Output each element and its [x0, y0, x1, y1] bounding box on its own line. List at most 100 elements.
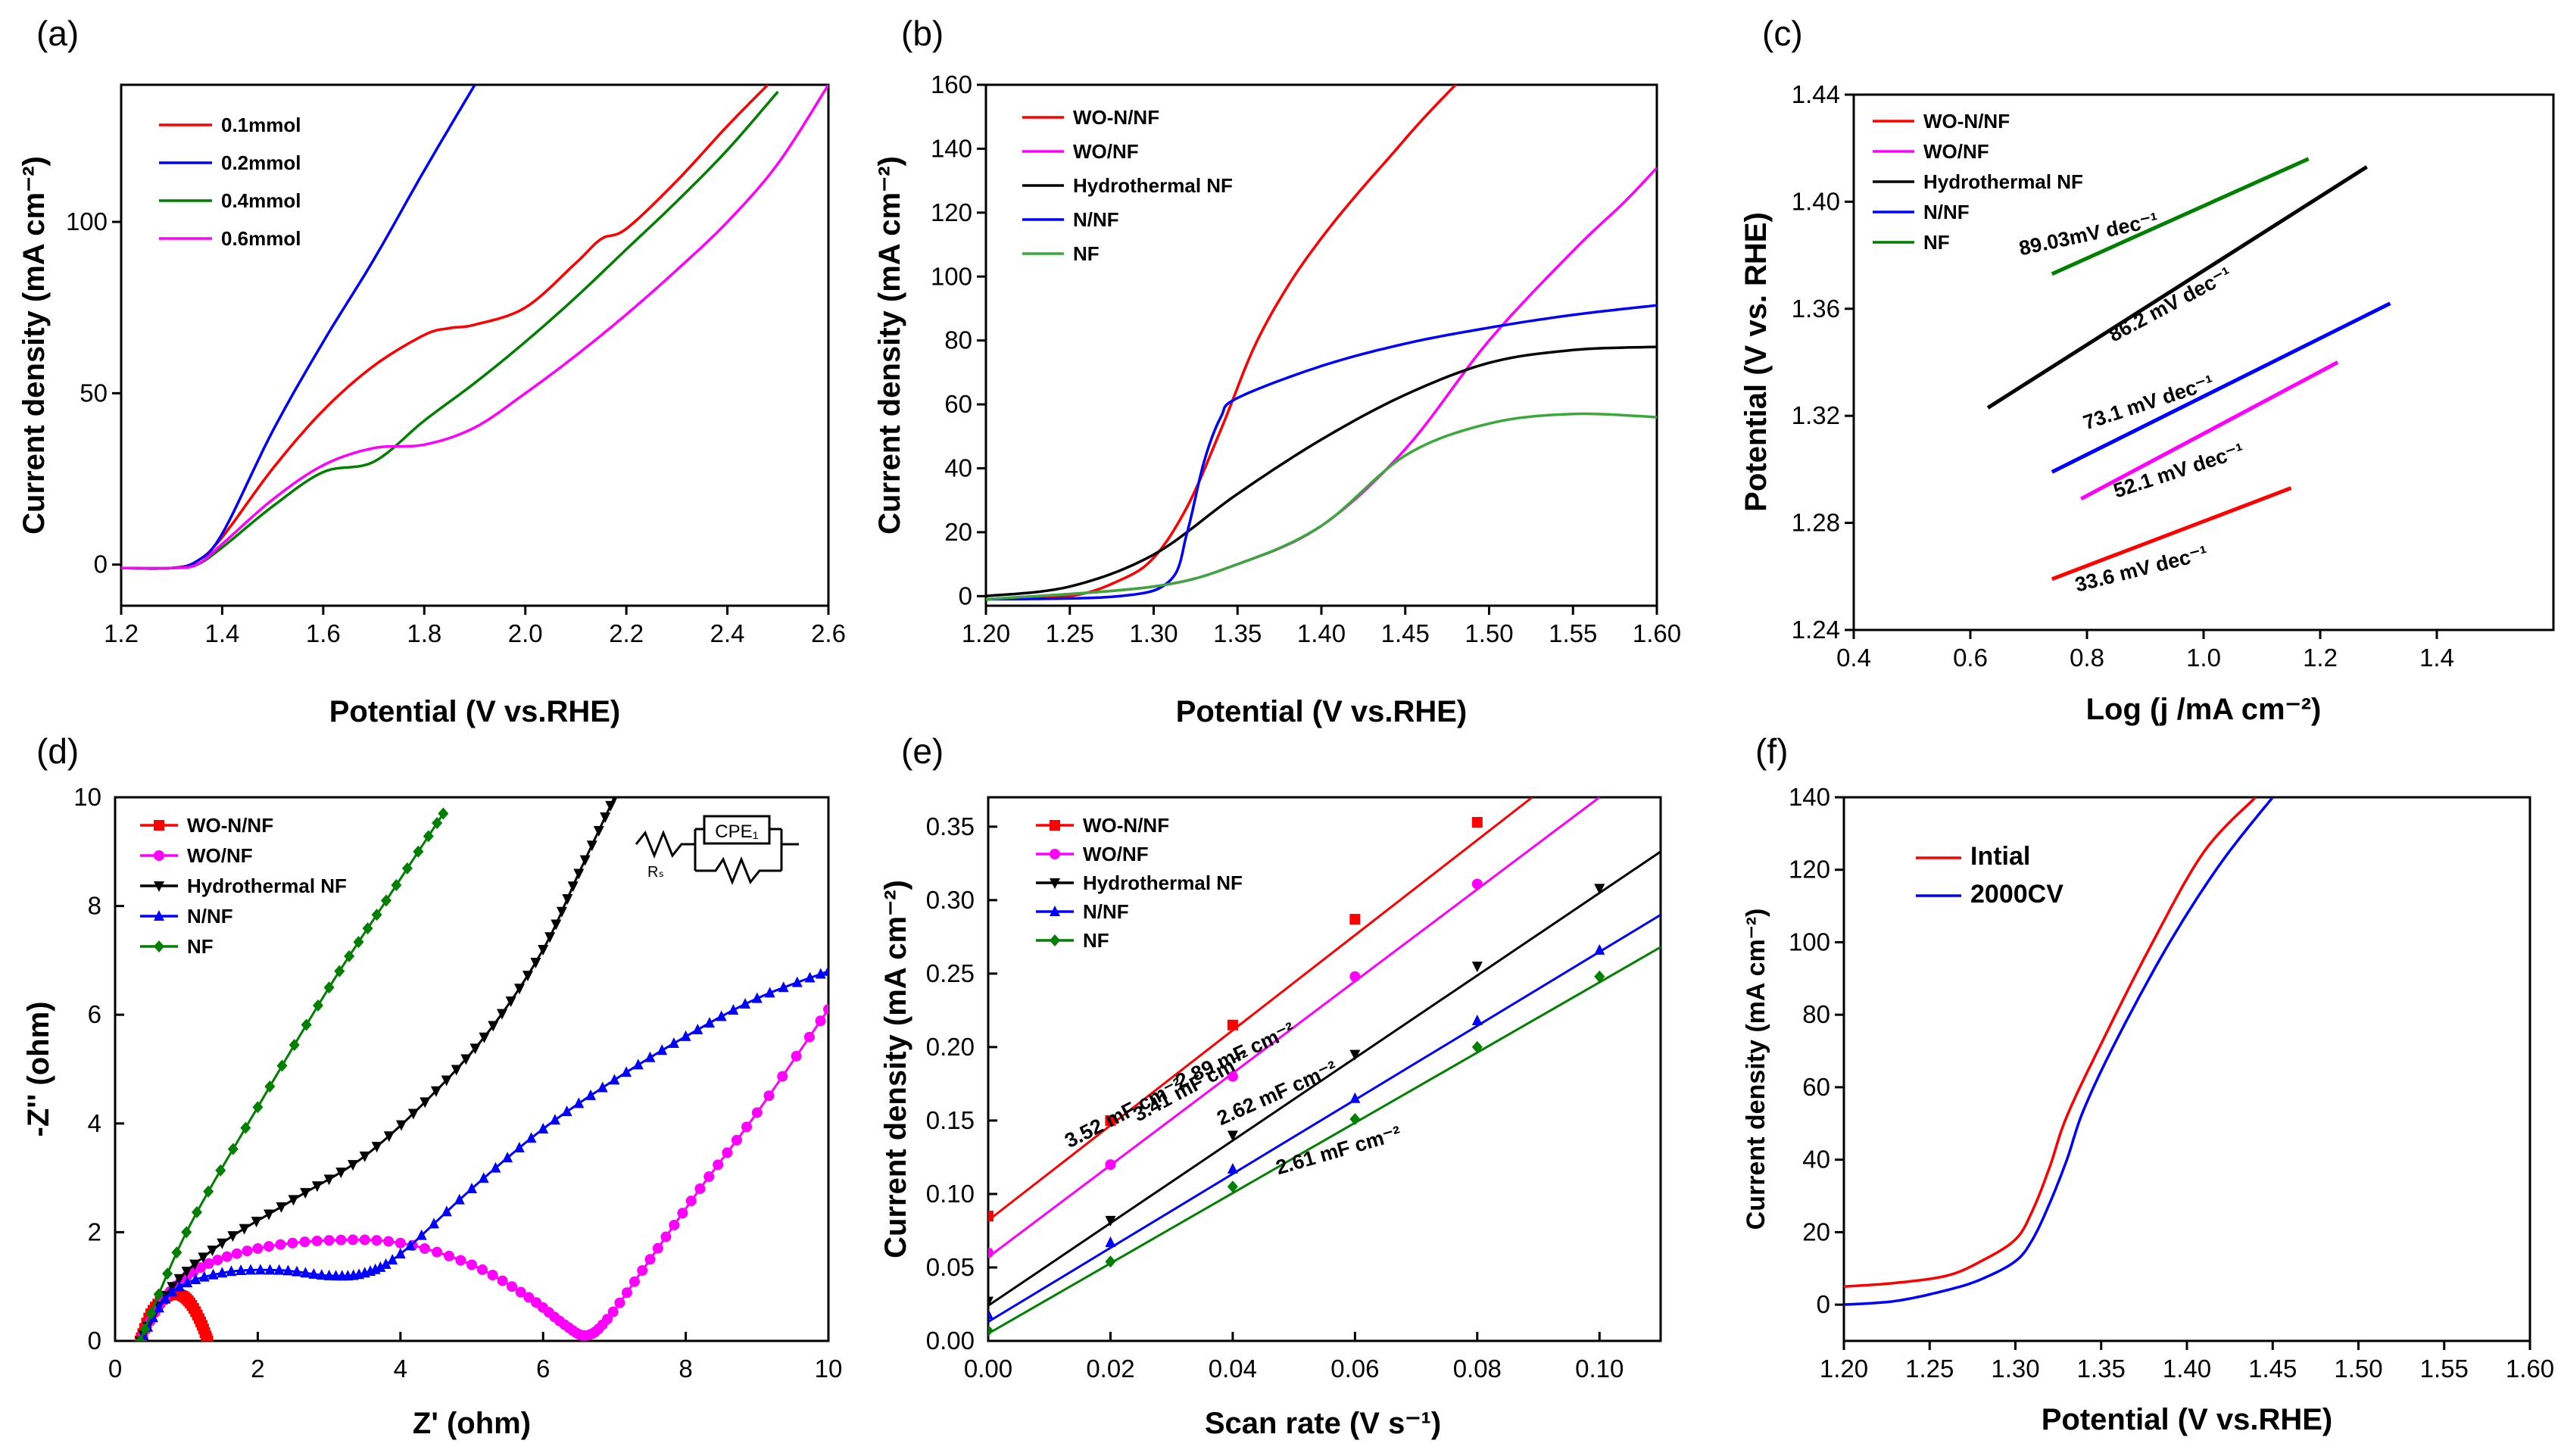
- data-point-hydrothermal-nf: [605, 800, 616, 812]
- data-point-wo-nf: [497, 1275, 508, 1286]
- data-point-nf: [162, 1267, 173, 1280]
- data-point-wo-nf: [751, 1107, 763, 1118]
- legend-label-hydrothermal-nf: Hydrothermal NF: [1073, 174, 1233, 197]
- axis-ticks-a: 1.2 1.4 1.6 1.8 2.0 2.2 2.4 2.6 0 50 100: [66, 207, 846, 647]
- data-point-hydrothermal-nf: [383, 1131, 395, 1143]
- x-tick-label: 1.35: [2077, 1355, 2126, 1383]
- data-point-hydrothermal-nf: [420, 1097, 431, 1108]
- x-tick-label: 2.2: [609, 619, 644, 647]
- slope-label: 33.6 mV dec⁻¹: [2073, 541, 2210, 596]
- data-point-wo-nf: [476, 1264, 488, 1275]
- y-tick-label: 6: [88, 1000, 101, 1028]
- data-point-wo-nf: [299, 1236, 310, 1248]
- data-point-hydrothermal-nf: [497, 1009, 508, 1020]
- x-tick-label: 1.45: [1381, 619, 1430, 647]
- data-point-n-nf: [153, 1302, 164, 1313]
- data-point-wo-nf: [507, 1281, 518, 1292]
- series-line-hydrothermal-nf: [986, 345, 1657, 598]
- y-tick-label: 0.20: [926, 1033, 975, 1061]
- series-line-wo-n-nf: [986, 85, 1457, 601]
- data-point-n-nf: [1594, 943, 1605, 955]
- data-point-hydrothermal-nf: [335, 1168, 347, 1179]
- data-point-nf: [323, 981, 335, 994]
- y-tick-label: 50: [80, 379, 108, 407]
- x-axis-title-e: Scan rate (V s⁻¹): [1205, 1407, 1441, 1440]
- data-point-n-nf: [416, 1229, 427, 1240]
- data-point-n-nf: [167, 1286, 178, 1297]
- data-point-n-nf: [254, 1264, 266, 1275]
- x-tick-label: 1.4: [204, 619, 239, 647]
- legend-label-wo-nf: WO/NF: [1923, 140, 1989, 163]
- data-point-wo-nf: [644, 1254, 656, 1265]
- data-point-n-nf: [585, 1089, 596, 1100]
- data-point-wo-nf: [652, 1242, 663, 1254]
- y-tick-label: 60: [1802, 1073, 1830, 1101]
- x-tick-label: 1.25: [1046, 619, 1094, 647]
- data-point-hydrothermal-nf: [288, 1195, 299, 1206]
- y-tick-label: 0.10: [926, 1180, 975, 1208]
- y-tick-label: 10: [73, 783, 101, 811]
- data-point-wo-nf: [601, 1314, 613, 1325]
- data-point-n-nf: [561, 1105, 572, 1117]
- panel-letter-b: (b): [901, 14, 944, 53]
- legend-label-wo-nf: WO/NF: [1073, 140, 1139, 163]
- data-point-n-nf: [815, 968, 826, 979]
- data-point-nf: [334, 965, 345, 977]
- data-point-wo-nf: [660, 1231, 672, 1242]
- legend-marker-nf: [154, 940, 164, 952]
- data-point-wo-nf: [621, 1287, 632, 1299]
- data-point-wo-nf: [713, 1159, 724, 1171]
- data-point-n-nf: [236, 1264, 247, 1276]
- data-point-n-nf: [680, 1030, 691, 1041]
- data-point-hydrothermal-nf: [538, 945, 549, 956]
- data-point-wo-nf: [637, 1264, 648, 1276]
- plot-frame-d: [114, 796, 830, 1342]
- y-tick-label: 80: [1802, 1000, 1830, 1028]
- legend-c: WO-N/NF WO/NF Hydrothermal NF N/NF NF: [1873, 110, 2083, 254]
- data-point-nf: [171, 1246, 182, 1259]
- x-tick-label: 0.02: [1086, 1355, 1134, 1383]
- data-point-hydrothermal-nf: [1105, 1215, 1116, 1227]
- data-point-wo-nf: [1227, 1071, 1238, 1082]
- x-tick-label: 1.40: [2163, 1355, 2211, 1383]
- slope-label: 86.2 mV dec⁻¹: [2105, 263, 2235, 347]
- data-point-hydrothermal-nf: [1227, 1130, 1238, 1142]
- data-point-n-nf: [1227, 1162, 1238, 1174]
- data-point-n-nf: [395, 1248, 406, 1259]
- y-tick-label: 0: [88, 1327, 101, 1355]
- data-point-nf: [312, 999, 323, 1012]
- data-point-n-nf: [988, 1308, 994, 1320]
- data-point-hydrothermal-nf: [593, 825, 604, 837]
- axis-ticks-b: 1.20 1.25 1.30 1.35 1.40 1.45 1.50 1.55 1.60 0 20 4…: [931, 70, 1681, 647]
- data-point-nf: [1349, 1112, 1361, 1125]
- data-point-n-nf: [404, 1239, 416, 1251]
- fit-line-n-nf: [988, 913, 1661, 1323]
- fit-line-wo-n-nf: [988, 797, 1533, 1222]
- data-point-n-nf: [282, 1264, 294, 1276]
- data-point-hydrothermal-nf: [556, 906, 567, 918]
- data-point-wo-nf: [685, 1196, 697, 1207]
- y-tick-label: 0: [94, 550, 108, 578]
- data-point-n-nf: [704, 1017, 715, 1028]
- legend-a: 0.1mmol 0.2mmol 0.4mmol 0.6mmol: [159, 114, 301, 250]
- data-point-hydrothermal-nf: [198, 1252, 209, 1264]
- series-line-0-1mmol: [121, 85, 769, 570]
- data-point-wo-nf: [335, 1234, 347, 1246]
- data-point-n-nf: [217, 1267, 228, 1278]
- data-point-n-nf: [609, 1074, 620, 1085]
- legend-label-intial: Intial: [1970, 842, 2030, 871]
- x-tick-label: 1.25: [1905, 1355, 1954, 1383]
- data-point-wo-n-nf: [988, 1211, 994, 1222]
- data-point-hydrothermal-nf: [479, 1032, 490, 1043]
- legend-label-0-4mmol: 0.4mmol: [221, 189, 301, 212]
- data-point-wo-nf: [242, 1246, 253, 1257]
- data-point-n-nf: [668, 1037, 679, 1048]
- data-point-hydrothermal-nf: [460, 1054, 472, 1065]
- data-point-nf: [134, 1335, 145, 1341]
- data-point-n-nf: [644, 1051, 656, 1062]
- data-point-nf: [289, 1039, 300, 1052]
- data-point-nf: [153, 1288, 164, 1301]
- data-point-wo-nf: [703, 1171, 715, 1183]
- legend-label-wo-nf: WO/NF: [1083, 843, 1149, 865]
- data-point-wo-nf: [264, 1241, 275, 1252]
